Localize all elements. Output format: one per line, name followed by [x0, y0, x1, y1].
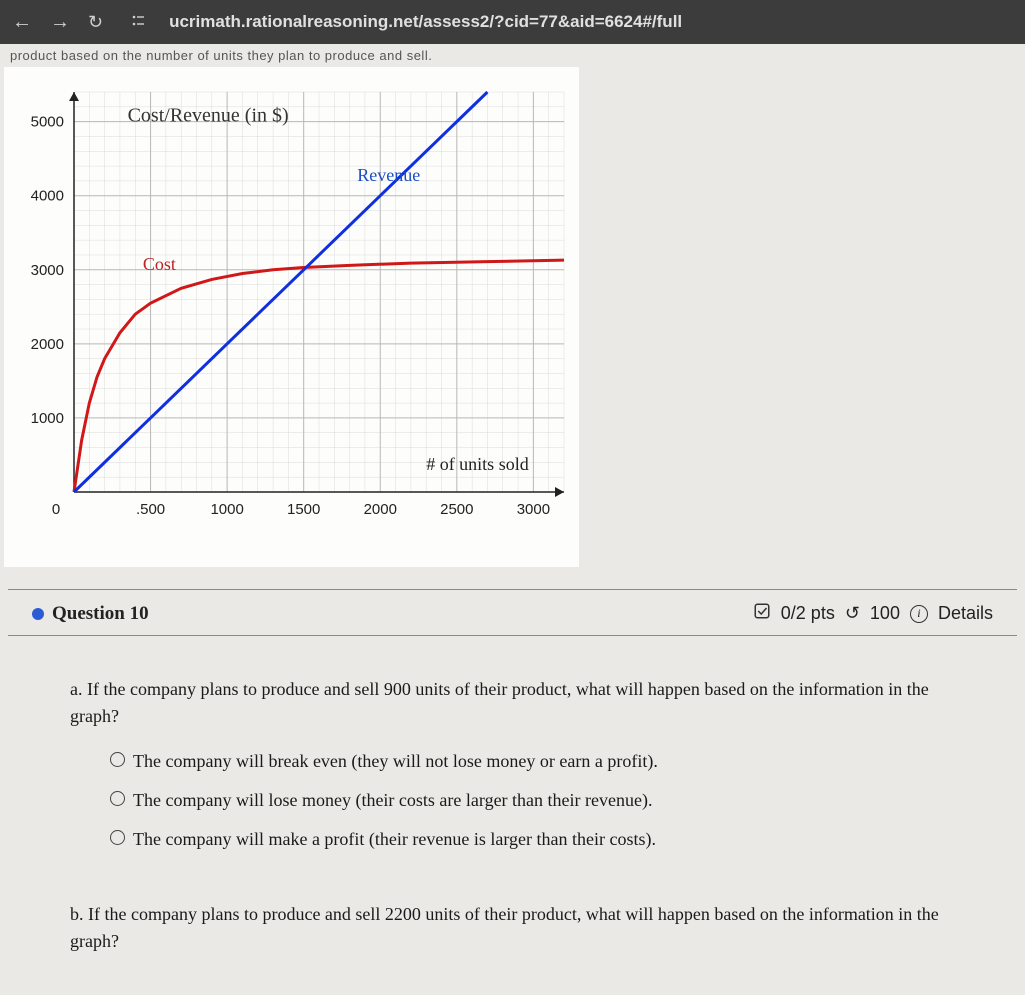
svg-text:2000: 2000 [364, 501, 397, 518]
part-a-label: a. [70, 679, 83, 699]
option-text: The company will make a profit (their re… [133, 826, 656, 853]
retry-icon: ↺ [845, 603, 860, 624]
option-text: The company will lose money (their costs… [133, 787, 652, 814]
part-a-options: The company will break even (they will n… [70, 730, 975, 881]
option-row[interactable]: The company will lose money (their costs… [110, 787, 975, 814]
svg-text:5000: 5000 [31, 114, 64, 131]
svg-text:1500: 1500 [287, 501, 320, 518]
site-settings-icon[interactable] [129, 12, 147, 33]
radio-icon[interactable] [110, 791, 125, 806]
radio-icon[interactable] [110, 752, 125, 767]
part-b-label: b. [70, 904, 84, 924]
svg-text:# of units sold: # of units sold [426, 454, 529, 474]
option-row[interactable]: The company will make a profit (their re… [110, 826, 975, 853]
svg-text:0: 0 [52, 501, 60, 518]
option-text: The company will break even (they will n… [133, 748, 658, 775]
part-b-text: If the company plans to produce and sell… [70, 904, 939, 951]
attempts-text: 100 [870, 603, 900, 624]
svg-text:3000: 3000 [31, 262, 64, 279]
svg-text:1000: 1000 [210, 501, 243, 518]
browser-toolbar: ← → ↻ ucrimath.rationalreasoning.net/ass… [0, 0, 1025, 44]
question-body: a. If the company plans to produce and s… [0, 636, 1025, 995]
svg-text:3000: 3000 [517, 501, 550, 518]
truncated-intro: product based on the number of units the… [0, 44, 1025, 67]
question-part-b: b. If the company plans to produce and s… [70, 901, 975, 955]
option-row[interactable]: The company will break even (they will n… [110, 748, 975, 775]
info-icon: i [910, 605, 928, 623]
points-text: 0/2 pts [781, 603, 835, 624]
forward-button[interactable]: → [50, 11, 70, 34]
status-dot-icon [32, 608, 44, 620]
question-part-a: a. If the company plans to produce and s… [70, 676, 975, 881]
svg-text:2000: 2000 [31, 336, 64, 353]
radio-icon[interactable] [110, 830, 125, 845]
svg-text:2500: 2500 [440, 501, 473, 518]
svg-text:Revenue: Revenue [357, 165, 420, 185]
reload-button[interactable]: ↻ [88, 12, 103, 33]
cost-revenue-chart: .500 1000 1500 2000 2500 3000 1000 2000 3000 4000… [4, 67, 579, 567]
url-bar[interactable]: ucrimath.rationalreasoning.net/assess2/?… [169, 12, 682, 32]
svg-text:Cost: Cost [143, 254, 176, 274]
svg-text:Cost/Revenue (in $): Cost/Revenue (in $) [128, 105, 289, 127]
question-header: Question 10 0/2 pts ↺ 100 i Details [8, 590, 1017, 636]
svg-text:.500: .500 [136, 501, 165, 518]
question-number: Question 10 [52, 603, 149, 625]
part-a-text: If the company plans to produce and sell… [70, 679, 929, 726]
back-button[interactable]: ← [12, 11, 32, 34]
svg-text:4000: 4000 [31, 188, 64, 205]
check-icon [753, 602, 771, 625]
page-content: product based on the number of units the… [0, 44, 1025, 995]
details-link[interactable]: Details [938, 603, 993, 624]
question-title-group: Question 10 [32, 603, 149, 625]
chart-svg: .500 1000 1500 2000 2500 3000 1000 2000 3000 4000… [14, 77, 574, 547]
question-meta: 0/2 pts ↺ 100 i Details [753, 602, 993, 625]
svg-text:1000: 1000 [31, 410, 64, 427]
